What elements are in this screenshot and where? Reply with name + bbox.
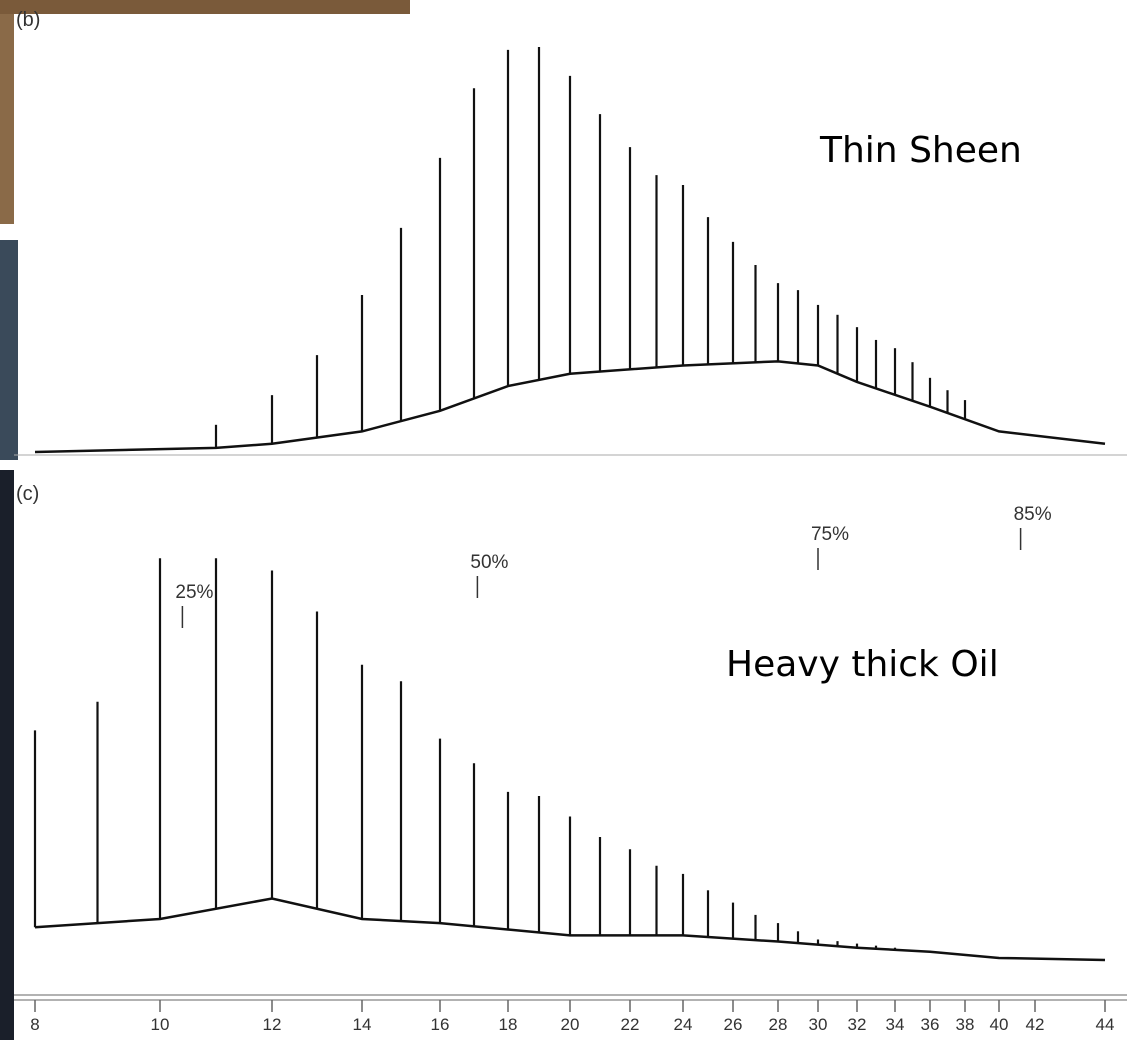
x-tick-label: 26 xyxy=(724,1015,743,1034)
x-tick-label: 8 xyxy=(30,1015,39,1034)
x-tick-label: 24 xyxy=(674,1015,693,1034)
x-tick-label: 38 xyxy=(956,1015,975,1034)
photo-edge xyxy=(0,470,14,1040)
x-tick-label: 30 xyxy=(809,1015,828,1034)
x-tick-label: 12 xyxy=(263,1015,282,1034)
x-tick-label: 16 xyxy=(431,1015,450,1034)
photo-edge xyxy=(0,14,14,224)
percent-marker-label: 50% xyxy=(470,552,508,573)
annotation: Heavy thick Oil xyxy=(726,644,999,685)
annotation: Thin Sheen xyxy=(819,130,1022,171)
x-tick-label: 14 xyxy=(353,1015,372,1034)
photo-edge xyxy=(0,240,18,460)
x-tick-label: 34 xyxy=(886,1015,905,1034)
x-tick-label: 32 xyxy=(848,1015,867,1034)
percent-marker-label: 25% xyxy=(175,582,213,603)
x-tick-label: 22 xyxy=(621,1015,640,1034)
panel-label: (b) xyxy=(16,9,40,31)
baseline-trace xyxy=(34,360,1106,454)
x-tick-label: 44 xyxy=(1096,1015,1115,1034)
percent-marker-label: 85% xyxy=(1014,504,1052,525)
baseline-trace xyxy=(34,897,1106,962)
x-tick-label: 28 xyxy=(769,1015,788,1034)
percent-marker-label: 75% xyxy=(811,524,849,545)
x-tick-label: 20 xyxy=(561,1015,580,1034)
x-tick-label: 40 xyxy=(990,1015,1009,1034)
x-tick-label: 42 xyxy=(1026,1015,1045,1034)
x-tick-label: 18 xyxy=(499,1015,518,1034)
x-tick-label: 36 xyxy=(921,1015,940,1034)
x-tick-label: 10 xyxy=(151,1015,170,1034)
photo-strip xyxy=(0,0,410,14)
panel-label: (c) xyxy=(16,483,39,505)
